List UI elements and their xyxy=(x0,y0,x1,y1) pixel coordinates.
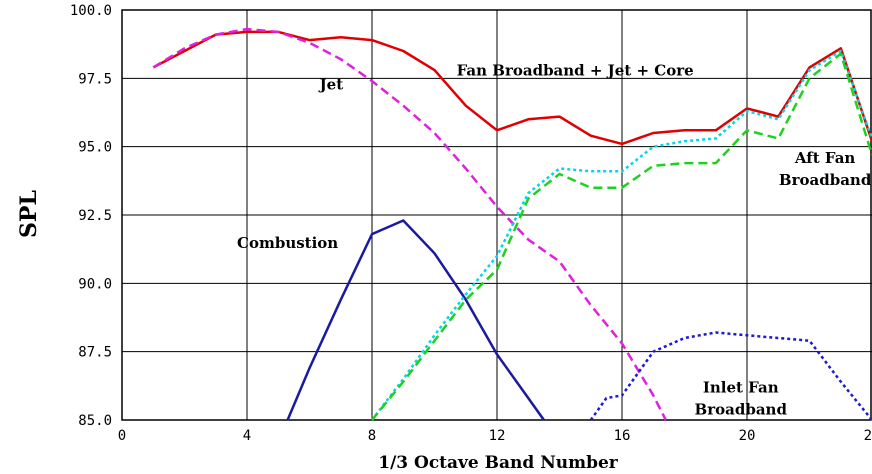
y-tick-label: 100.0 xyxy=(70,3,112,19)
annotation-aft-fan-broadband-line: Broadband xyxy=(779,171,872,189)
series-line-aft-fan-broadband-cyan xyxy=(371,49,872,421)
y-tick-label: 87.5 xyxy=(78,345,112,361)
x-tick-label: 4 xyxy=(243,428,251,444)
annotation-combustion: Combustion xyxy=(237,234,338,252)
x-tick-label: 8 xyxy=(368,428,376,444)
series-lines xyxy=(152,27,872,421)
annotation-fan-broadband-jet-core-line: Fan Broadband + Jet + Core xyxy=(457,62,694,80)
y-tick-label: 95.0 xyxy=(78,140,112,156)
x-tick-label: 12 xyxy=(489,428,506,444)
y-tick-label: 92.5 xyxy=(78,208,112,224)
annotations: Fan Broadband + Jet + Core Jet Combustion A… xyxy=(237,62,872,419)
x-axis-label: 1/3 Octave Band Number xyxy=(378,453,619,473)
annotation-jet: Jet xyxy=(318,75,344,93)
x-tick-label: 24 xyxy=(864,428,872,444)
annotation-aft-fan-broadband-line: Aft Fan xyxy=(794,149,856,167)
x-tick-label: 20 xyxy=(739,428,756,444)
y-tick-label: 85.0 xyxy=(78,413,112,429)
annotation-aft-fan-broadband: Aft Fan Broadband xyxy=(779,149,872,189)
series-line-aft-fan-broadband xyxy=(371,52,872,421)
annotation-inlet-fan-broadband: Inlet Fan Broadband xyxy=(695,379,788,419)
series-line-inlet-fan-broadband xyxy=(589,331,872,421)
x-tick-label: 16 xyxy=(614,428,631,444)
series-line-combustion xyxy=(286,219,545,421)
annotation-inlet-fan-broadband-line: Inlet Fan xyxy=(703,379,779,397)
y-tick-label: 90.0 xyxy=(78,276,112,292)
y-tick-label: 97.5 xyxy=(78,71,112,87)
grid xyxy=(122,10,872,420)
series-line-jet xyxy=(152,27,667,421)
annotation-combustion-line: Combustion xyxy=(237,234,338,252)
annotation-inlet-fan-broadband-line: Broadband xyxy=(695,401,788,419)
annotation-jet-line: Jet xyxy=(318,75,344,93)
tick-labels: 0 4 8 12 16 20 24 85.0 87.5 90.0 92.5 95.0 97.5 100.0 xyxy=(70,3,872,444)
y-axis-label: SPL xyxy=(16,190,42,238)
series-line-fan-broadband-jet-core xyxy=(152,30,872,146)
x-tick-label: 0 xyxy=(118,428,126,444)
annotation-fan-broadband-jet-core: Fan Broadband + Jet + Core xyxy=(457,62,694,80)
